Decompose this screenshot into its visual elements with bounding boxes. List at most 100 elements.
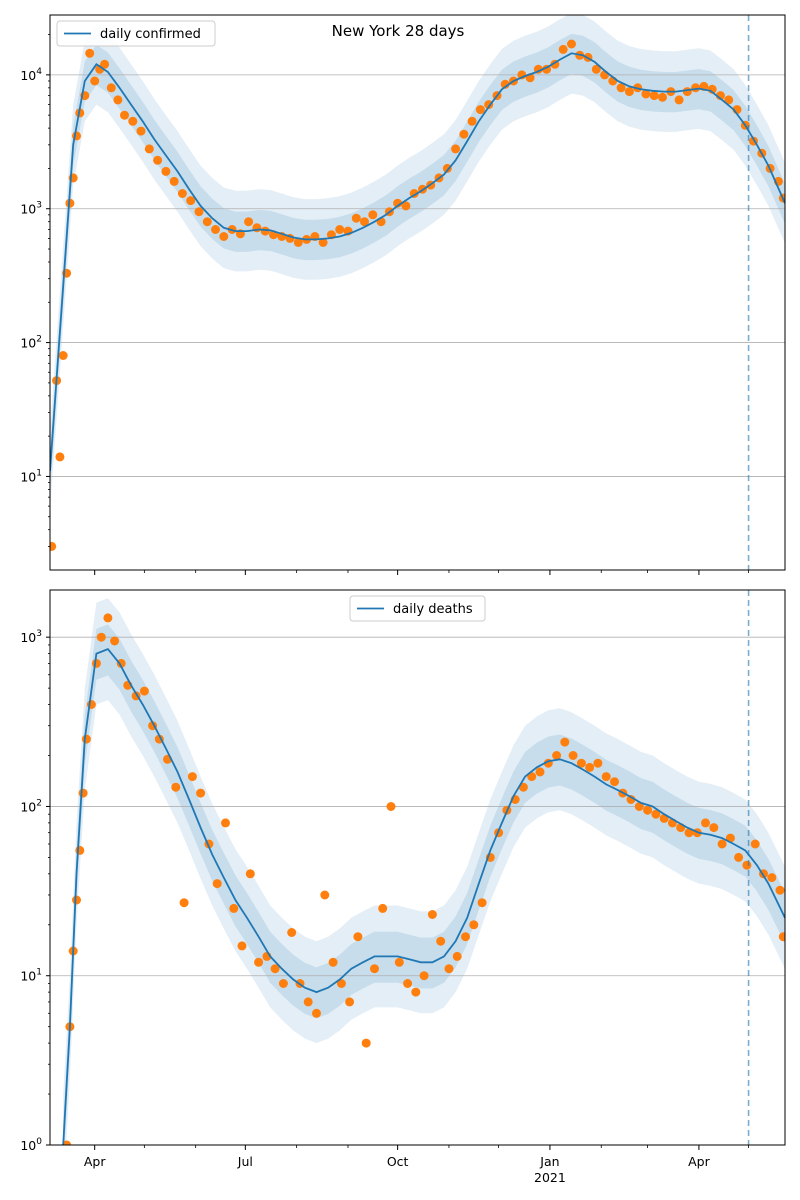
observed-point [634, 802, 644, 811]
observed-point [500, 79, 510, 89]
observed-point [244, 217, 254, 227]
uncertainty-band-2 [50, 33, 785, 492]
observed-point [475, 105, 485, 115]
confirmed-model-line [50, 52, 785, 471]
observed-point [643, 805, 653, 815]
confirmed-uncertainty-bands [50, 15, 785, 512]
model-median-line [50, 52, 785, 471]
observed-point [461, 932, 470, 942]
observed-point [169, 176, 179, 186]
observed-point [361, 1038, 371, 1048]
observed-point [75, 845, 85, 855]
legend-label: daily deaths [393, 602, 473, 617]
axes-frame [49, 14, 786, 571]
observed-point [394, 957, 404, 967]
y-tick-label: 102 [20, 798, 42, 814]
observed-point [58, 351, 68, 360]
observed-point [202, 217, 212, 227]
y-tick-label: 103 [20, 201, 42, 217]
observed-point [328, 957, 338, 967]
observed-point [624, 87, 634, 97]
observed-point [778, 932, 785, 942]
observed-point [451, 144, 461, 154]
observed-point [674, 95, 684, 105]
observed-point [649, 91, 659, 101]
observed-point [452, 951, 462, 961]
observed-point [161, 166, 171, 176]
observed-point [336, 979, 346, 988]
y-tick-label: 101 [20, 468, 42, 484]
x-tick-label: Oct [387, 1154, 409, 1169]
observed-point [171, 782, 181, 792]
observed-point [682, 87, 692, 97]
observed-point [81, 734, 91, 744]
legend-label: daily confirmed [100, 27, 201, 42]
observed-point [401, 201, 411, 211]
confirmed-panel: 101 102 103 104 daily confirmed New York 28… [20, 14, 786, 575]
observed-point [187, 772, 197, 782]
observed-point [110, 636, 120, 646]
observed-point [535, 767, 545, 777]
confirmed-x-axis [94, 570, 749, 575]
observed-point [576, 758, 586, 768]
observed-point [78, 788, 88, 798]
observed-point [641, 89, 651, 99]
observed-point [360, 217, 369, 227]
deaths-legend: daily deaths [349, 595, 486, 622]
observed-point [177, 189, 187, 198]
observed-point [427, 910, 437, 919]
y-tick-label: 102 [20, 335, 42, 351]
observed-point [724, 95, 734, 105]
observed-point [403, 979, 413, 988]
observed-point [153, 155, 163, 165]
observed-point [85, 48, 95, 58]
observed-point [750, 839, 760, 849]
observed-point [444, 964, 454, 974]
observed-point [179, 898, 189, 908]
deaths-observed-points [62, 613, 785, 1145]
observed-point [775, 885, 785, 895]
uncertainty-band-2 [63, 624, 785, 1145]
x-tick-label: Jul [237, 1154, 253, 1169]
observed-point [278, 979, 288, 988]
observed-point [767, 873, 777, 883]
observed-point [320, 890, 330, 900]
observed-point [351, 213, 361, 223]
observed-point [194, 207, 204, 217]
observed-point [96, 632, 106, 642]
observed-point [139, 686, 149, 696]
observed-point [221, 818, 230, 828]
observed-point [90, 76, 100, 86]
observed-point [128, 116, 138, 126]
observed-point [568, 751, 578, 760]
confirmed-legend: daily confirmed [56, 20, 216, 47]
y-tick-label: 101 [20, 968, 42, 984]
observed-point [211, 225, 220, 234]
model-median-line [62, 648, 785, 1145]
observed-point [742, 860, 752, 870]
observed-point [709, 823, 719, 833]
observed-point [345, 997, 355, 1007]
observed-point [601, 772, 611, 782]
observed-point [701, 818, 710, 828]
observed-point [229, 903, 239, 913]
observed-point [651, 809, 661, 819]
observed-point [591, 64, 601, 74]
observed-point [144, 144, 154, 154]
observed-point [585, 762, 595, 772]
observed-point [136, 126, 146, 136]
y-tick-label: 103 [20, 629, 42, 645]
y-tick-label: 104 [20, 67, 42, 83]
axes-frame [49, 589, 786, 1146]
legend-box [56, 20, 216, 47]
observed-point [318, 237, 328, 247]
observed-point [312, 1008, 321, 1018]
observed-point [386, 802, 396, 811]
observed-point [684, 828, 694, 838]
observed-point [368, 210, 378, 220]
x-tick-label: Jan [539, 1154, 559, 1169]
observed-point [335, 225, 345, 234]
observed-point [62, 1140, 72, 1145]
observed-point [50, 541, 57, 551]
